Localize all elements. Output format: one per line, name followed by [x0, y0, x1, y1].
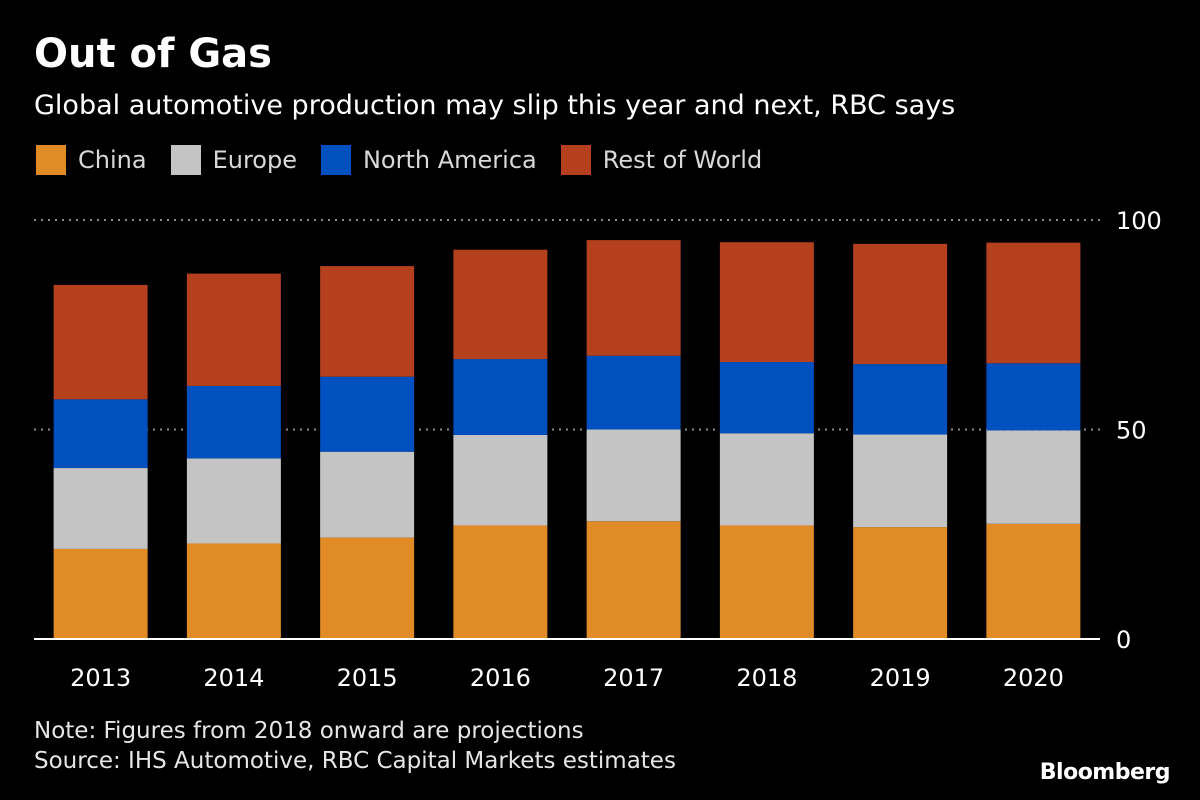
- bar-2017-rest-of-world: [586, 240, 681, 356]
- legend-swatch-china: [36, 145, 66, 175]
- x-tick-label-2015: 2015: [337, 664, 398, 692]
- bar-2017-china: [586, 521, 681, 639]
- bar-2015-china: [320, 537, 415, 639]
- x-tick-label-2014: 2014: [203, 664, 264, 692]
- bar-2013-rest-of-world: [53, 284, 148, 400]
- y-tick-label-50: 50: [1116, 417, 1147, 445]
- bar-2016-rest-of-world: [453, 249, 548, 360]
- legend-label-rest-of-world: Rest of World: [602, 146, 763, 174]
- x-tick-label-2016: 2016: [470, 664, 531, 692]
- y-tick-label-100: 100: [1116, 207, 1162, 235]
- bar-2017-europe: [586, 429, 681, 522]
- bar-2019-rest-of-world: [853, 243, 948, 365]
- legend-item-north-america: North America: [320, 144, 537, 176]
- x-tick-label-2019: 2019: [870, 664, 931, 692]
- legend-item-china: China: [36, 144, 147, 176]
- bar-2013-china: [53, 548, 148, 639]
- bar-2020-rest-of-world: [986, 242, 1081, 364]
- bar-2016-china: [453, 525, 548, 639]
- bar-2018-china: [719, 525, 814, 639]
- legend-item-rest-of-world: Rest of World: [560, 144, 763, 176]
- bar-2013-north-america: [53, 399, 148, 469]
- bar-2017-north-america: [586, 355, 681, 430]
- chart-subtitle: Global automotive production may slip th…: [34, 90, 956, 121]
- bar-2016-north-america: [453, 359, 548, 435]
- bar-2018-europe: [719, 433, 814, 526]
- legend-swatch-rest-of-world: [560, 145, 591, 175]
- chart-title: Out of Gas: [34, 31, 272, 77]
- x-tick-label-2018: 2018: [736, 664, 797, 692]
- bar-2015-north-america: [320, 376, 415, 452]
- bar-2020-china: [986, 523, 1081, 639]
- legend-label-north-america: North America: [362, 146, 537, 174]
- bar-2019-europe: [853, 434, 948, 528]
- bar-2014-china: [186, 543, 281, 639]
- chart-note: Note: Figures from 2018 onward are proje…: [34, 718, 584, 744]
- legend-label-europe: Europe: [212, 146, 297, 174]
- bar-2020-north-america: [986, 363, 1081, 431]
- bar-2015-europe: [320, 451, 415, 538]
- bar-2018-rest-of-world: [719, 242, 814, 363]
- bloomberg-logo: Bloomberg: [1039, 760, 1171, 785]
- legend-swatch-europe: [170, 145, 201, 175]
- bar-2014-north-america: [186, 385, 281, 459]
- legend: China Europe North America Rest of World: [36, 144, 786, 176]
- legend-item-europe: Europe: [170, 144, 297, 176]
- bar-2014-rest-of-world: [186, 273, 281, 386]
- y-tick-label-0: 0: [1116, 626, 1131, 654]
- bar-2016-europe: [453, 434, 548, 526]
- bar-2020-europe: [986, 430, 1081, 524]
- legend-swatch-north-america: [320, 145, 351, 175]
- bar-2014-europe: [186, 458, 281, 544]
- chart-source: Source: IHS Automotive, RBC Capital Mark…: [34, 748, 676, 774]
- bar-2019-north-america: [853, 364, 948, 435]
- legend-label-china: China: [78, 146, 147, 174]
- x-tick-label-2017: 2017: [603, 664, 664, 692]
- bar-2013-europe: [53, 468, 148, 549]
- x-tick-label-2020: 2020: [1003, 664, 1064, 692]
- bar-2015-rest-of-world: [320, 266, 415, 377]
- bar-2018-north-america: [719, 362, 814, 434]
- bar-2019-china: [853, 527, 948, 639]
- x-tick-label-2013: 2013: [70, 664, 131, 692]
